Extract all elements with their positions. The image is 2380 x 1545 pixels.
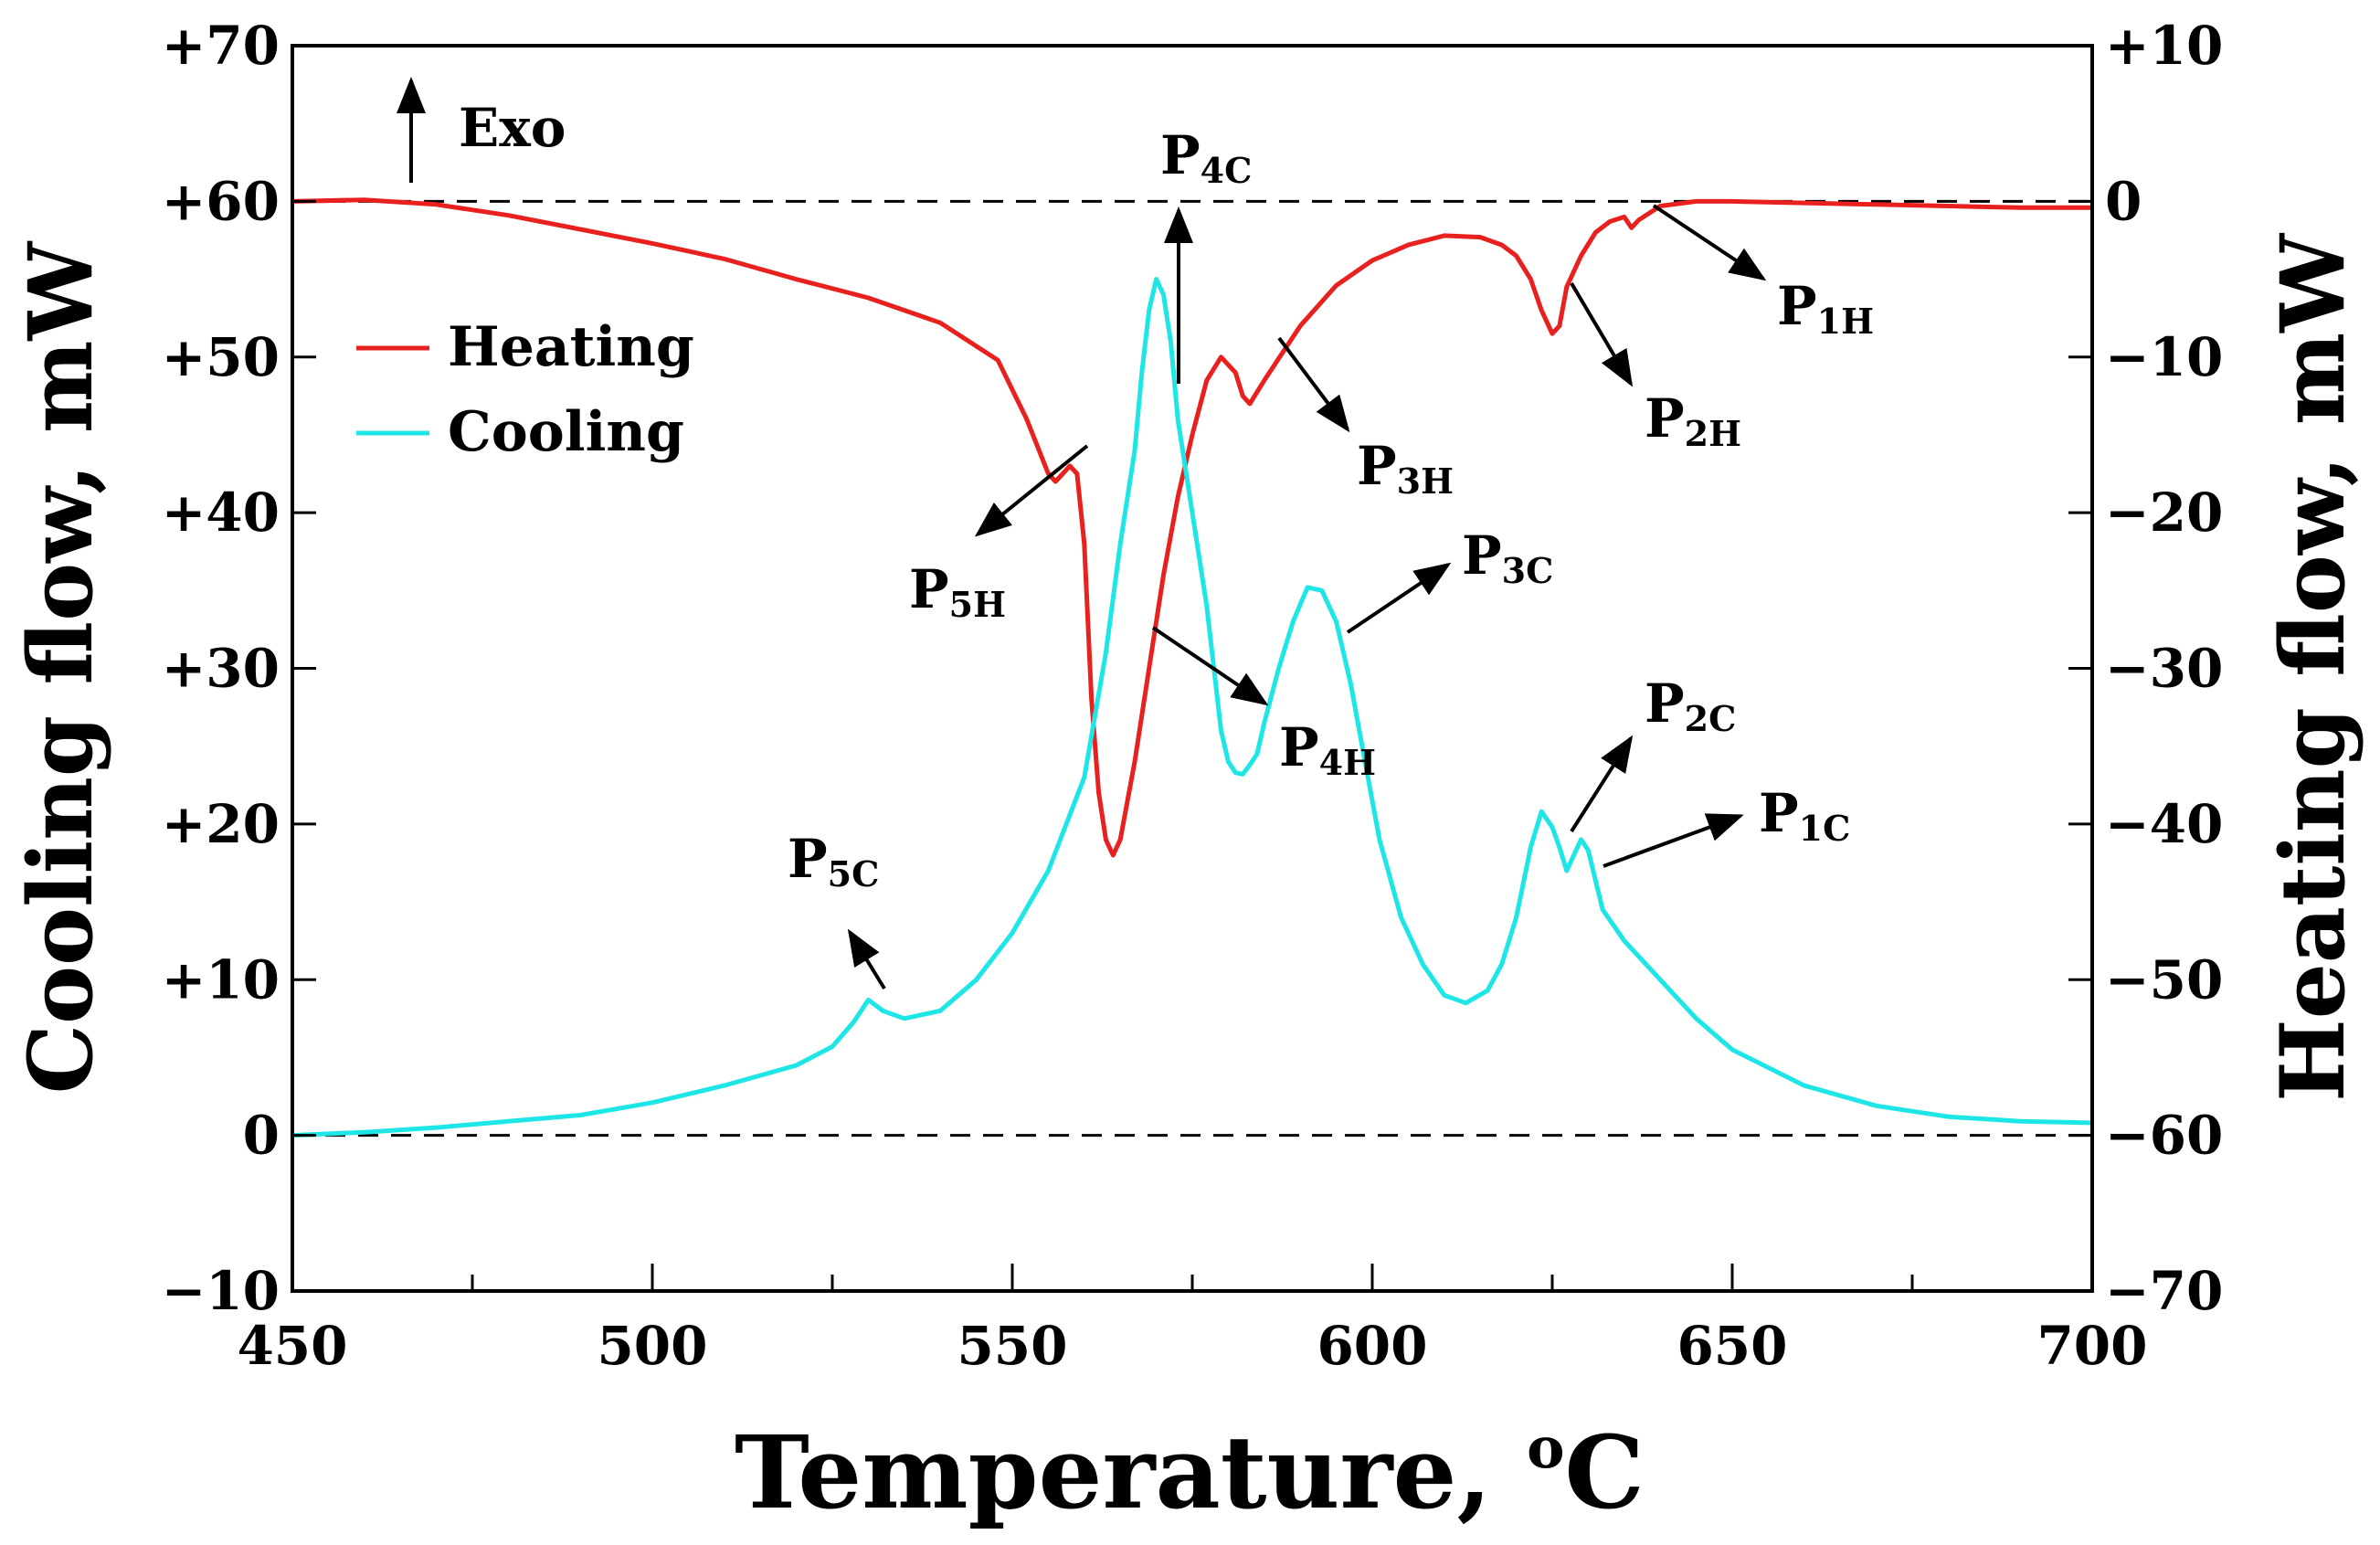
peak-label-4h: P4H [1279, 716, 1376, 783]
y-right-axis-title: Heating flow, mW [2261, 233, 2364, 1102]
peak-label-1c: P1C [1759, 782, 1850, 849]
peak-label-3h: P3H [1357, 435, 1454, 502]
y-left-axis-title: Cooling flow, mW [9, 241, 112, 1095]
y-left-tick-label: +20 [162, 793, 280, 855]
y-left-tick-label: +10 [162, 948, 280, 1011]
y-left-tick-label: +50 [162, 326, 280, 388]
legend: Heating Cooling [356, 315, 694, 464]
x-axis-title-text: Temperature, [735, 1413, 1527, 1531]
peak-arrow-2c [1570, 735, 1634, 833]
y-right-tick-label: −30 [2105, 638, 2223, 700]
series-line-heating [291, 197, 2092, 858]
y-left-tick-label: −10 [162, 1260, 280, 1322]
y-right-tick-label: 0 [2105, 170, 2142, 232]
peak-arrow-1h [1652, 204, 1767, 281]
y-right-tick-label: −70 [2105, 1260, 2223, 1322]
y-right-tick-label: −40 [2105, 793, 2223, 855]
y-left-tick-label: 0 [243, 1105, 280, 1167]
plot-frame [291, 44, 2094, 1293]
legend-heating-label: Heating [448, 315, 694, 379]
peak-arrow-3c [1346, 562, 1452, 634]
y-left-tick-label: +70 [162, 15, 280, 77]
y-left-tick-label: +40 [162, 481, 280, 544]
peak-label-1h: P1H [1777, 275, 1874, 342]
series-line-cooling [291, 277, 2093, 1138]
peak-arrow-4h [1151, 626, 1269, 706]
peak-arrow-3h [1277, 336, 1350, 433]
x-tick-label: 450 [237, 1315, 347, 1377]
x-tick-label: 650 [1677, 1315, 1787, 1377]
y-right-tick-label: −60 [2105, 1105, 2223, 1167]
x-tick-label: 700 [2036, 1315, 2147, 1377]
peak-label-5h: P5H [909, 558, 1006, 625]
y-right-tick-label: −50 [2105, 948, 2223, 1011]
x-axis-unit: oC [1527, 1413, 1645, 1531]
y-left-tick-label: +60 [162, 170, 280, 232]
peak-label-4c: P4C [1160, 124, 1252, 191]
peak-label-3c: P3C [1462, 524, 1553, 591]
exo-label: Exo [459, 97, 566, 159]
peak-arrow-5c [847, 928, 886, 990]
y-right-tick-label: +10 [2105, 15, 2223, 77]
y-right-tick-label: −20 [2105, 481, 2223, 544]
exo-indicator: Exo [397, 77, 566, 183]
peak-arrow-1c [1603, 813, 1744, 868]
peak-label-5c: P5C [788, 828, 879, 894]
legend-cooling-label: Cooling [448, 400, 684, 464]
peak-arrow-2h [1570, 281, 1634, 387]
x-axis-title: Temperature, oC [735, 1413, 1645, 1531]
peak-label-2c: P2C [1645, 672, 1736, 739]
peak-label-2h: P2H [1645, 387, 1741, 454]
y-right-tick-label: −10 [2105, 326, 2223, 388]
y-left-tick-label: +30 [162, 638, 280, 700]
x-tick-label: 550 [957, 1315, 1067, 1377]
x-tick-label: 500 [597, 1315, 707, 1377]
x-tick-label: 600 [1317, 1315, 1427, 1377]
peak-arrow-5h [974, 444, 1089, 537]
